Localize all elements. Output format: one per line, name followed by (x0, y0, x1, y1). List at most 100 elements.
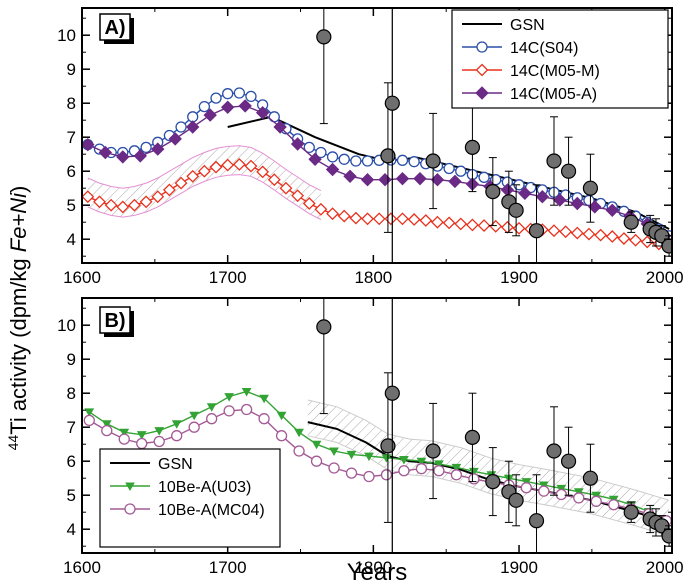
data-point (175, 121, 187, 133)
data-point (395, 171, 410, 186)
legend: GSN 14C(S04) 14C(M05-M) 14C(M05-A) (451, 9, 669, 109)
x-tick-label: 1700 (209, 558, 247, 577)
data-point (384, 212, 398, 226)
data-point (478, 171, 490, 183)
measurement (528, 184, 545, 263)
data-point (338, 153, 350, 165)
data-point (477, 219, 491, 233)
data-point (101, 420, 112, 429)
measurement-point (546, 443, 562, 459)
data-point (245, 90, 257, 103)
uncertainty-band-0 (307, 400, 670, 536)
data-point (162, 183, 176, 197)
data-point (396, 154, 409, 166)
measurement (623, 501, 639, 523)
measurement-point (560, 453, 577, 469)
data-point (256, 165, 270, 179)
measurement (560, 426, 577, 496)
data-point (209, 160, 223, 174)
data-point (93, 195, 106, 209)
measurement (316, 298, 332, 415)
x-tick-label: 1700 (209, 268, 247, 287)
measurement (623, 211, 639, 233)
x-axis-title: Years (347, 559, 408, 584)
data-point (431, 215, 444, 229)
data-point (223, 405, 235, 417)
data-point (220, 100, 235, 114)
data-point (186, 120, 200, 134)
legend-label: 14C(M05-M) (510, 63, 600, 80)
plot-frame (81, 7, 673, 264)
data-point (398, 465, 410, 477)
data-point (314, 202, 328, 216)
data-point (82, 190, 95, 204)
data-point (186, 169, 200, 183)
data-point (605, 230, 619, 243)
measurement-point (316, 29, 332, 45)
data-point (171, 420, 182, 429)
measurement-point (464, 429, 481, 445)
data-point (372, 212, 386, 226)
legend: GSN 10Be-A(U03) 10Be-A(MC04) (99, 448, 281, 548)
data-point (451, 463, 462, 473)
measurement-point (528, 513, 545, 529)
measurement-point (508, 202, 524, 218)
measurement (508, 184, 524, 237)
data-point (399, 456, 409, 465)
measurement (384, 298, 400, 553)
data-point (378, 172, 392, 187)
panel-tag-label: B) (104, 310, 125, 332)
data-point (553, 193, 567, 207)
data-point (363, 470, 375, 483)
measurement-point (485, 474, 501, 490)
legend-entry: 14C(M05-M) (462, 63, 600, 80)
measurement-point (316, 319, 332, 335)
data-point (443, 162, 455, 175)
data-point (302, 197, 316, 210)
legend-swatch-marker (125, 482, 135, 492)
y-tick-label: 8 (67, 94, 76, 113)
data-point (233, 87, 245, 99)
data-point (466, 218, 479, 232)
data-point (629, 233, 642, 247)
measurement (425, 402, 441, 500)
legend-entry: 14C(S04) (462, 40, 578, 57)
data-point (119, 428, 130, 438)
measurement-point (464, 139, 481, 155)
measurement (464, 102, 481, 193)
legend-swatch-marker (476, 41, 488, 53)
data-point (570, 226, 584, 240)
data-point (345, 467, 358, 479)
data-point (360, 172, 375, 187)
legend-swatch-marker (475, 63, 489, 77)
data-point (329, 447, 339, 457)
data-point (311, 440, 322, 450)
data-point (343, 169, 357, 184)
data-point (570, 196, 585, 211)
data-point (203, 108, 217, 122)
measurement-point (623, 504, 639, 520)
data-point (279, 181, 293, 195)
x-tick-label: 1600 (63, 268, 101, 287)
legend-label: 10Be-A(U03) (158, 479, 251, 496)
panel-b: 4 5 6 7 8 9 10 1600 1700 1800 1900 2000 GSN 10Be-A(U… (57, 297, 684, 577)
data-point (433, 465, 445, 477)
data-point (396, 212, 409, 226)
x-tick-label: 2000 (646, 558, 684, 577)
measurement-point (384, 95, 400, 111)
data-point (128, 198, 141, 212)
plot-frame (81, 297, 673, 554)
data-point (259, 394, 269, 404)
data-point (455, 165, 467, 177)
y-axis-title-part1: Ti activity (dpm/kg (6, 252, 31, 435)
data-point (582, 227, 596, 241)
data-point (133, 149, 147, 163)
measurement (582, 443, 599, 513)
data-point (197, 164, 211, 178)
data-point (419, 214, 433, 227)
y-tick-label: 5 (67, 486, 76, 505)
data-point (151, 190, 165, 204)
y-tick-label: 9 (67, 60, 76, 79)
data-point (325, 162, 340, 177)
